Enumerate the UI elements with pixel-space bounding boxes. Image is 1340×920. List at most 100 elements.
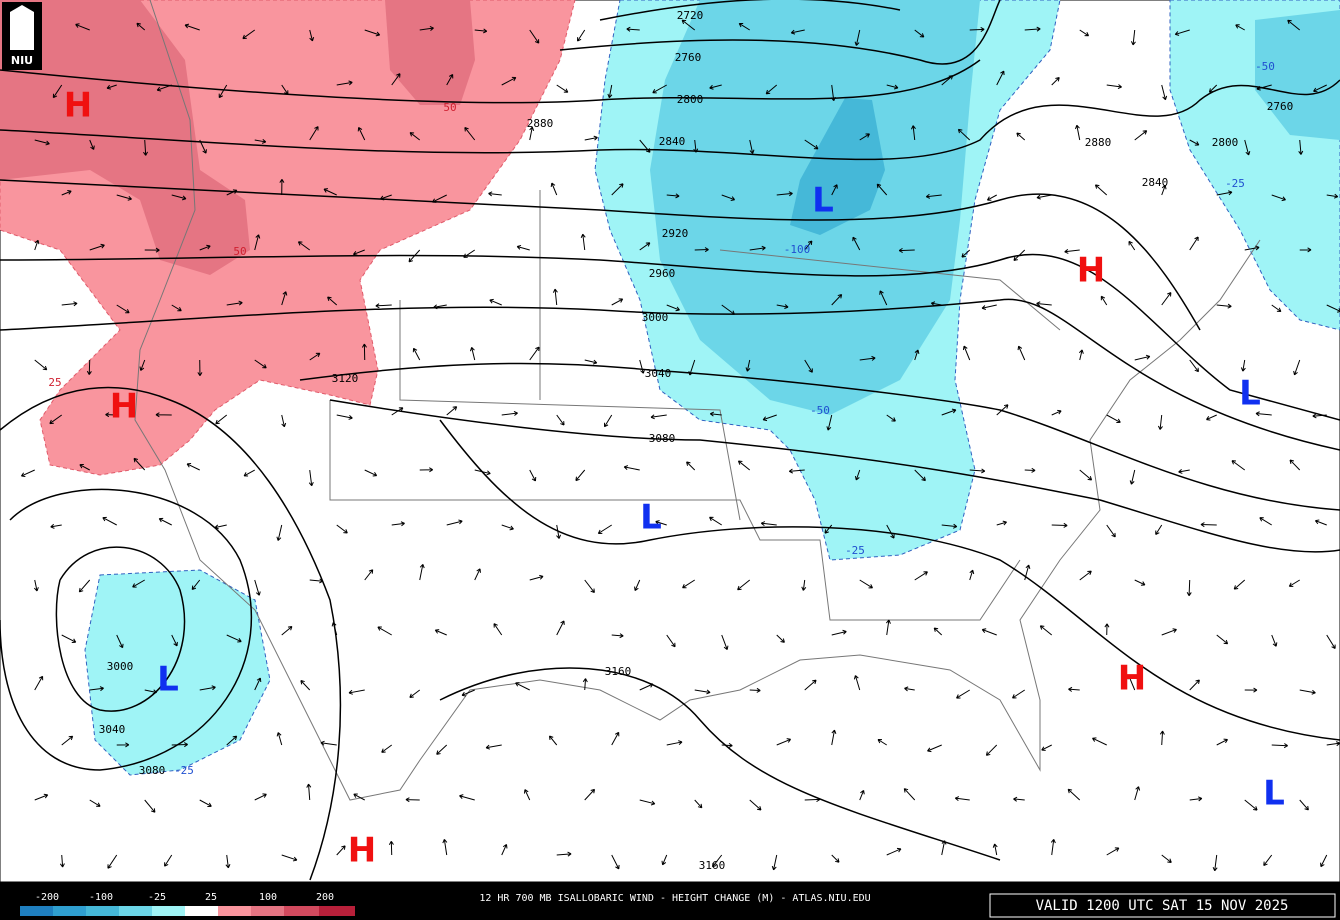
height-change-label: 50: [443, 101, 456, 114]
wind-arrow: [409, 132, 421, 141]
wind-arrow: [941, 840, 947, 856]
legend-swatch: [152, 906, 185, 916]
wind-arrow: [1189, 236, 1199, 251]
wind-arrow: [1212, 854, 1218, 872]
fall-area-strong: [790, 98, 885, 235]
wind-arrow: [171, 742, 188, 748]
height-contours: [0, 0, 1340, 881]
logo-text: NIU: [11, 54, 33, 67]
wind-arrow: [804, 359, 813, 373]
wind-arrow: [626, 26, 640, 32]
wind-arrow: [1178, 468, 1190, 474]
wind-arrow: [639, 242, 651, 251]
wind-arrow: [776, 738, 792, 746]
wind-arrow: [1233, 579, 1246, 590]
wind-arrow: [436, 744, 448, 755]
wind-arrow: [1240, 359, 1246, 372]
wind-arrow: [336, 414, 353, 420]
wind-arrow: [1041, 744, 1052, 751]
wind-arrow: [1127, 674, 1136, 691]
contour-label: 2840: [659, 135, 686, 148]
wind-arrow: [556, 851, 572, 857]
wind-arrow: [276, 732, 283, 746]
wind-arrow: [854, 29, 861, 46]
wind-arrow: [529, 574, 544, 581]
fall-area: [84, 569, 271, 776]
wind-arrow: [914, 29, 925, 38]
wind-arrow: [1299, 689, 1316, 695]
wind-arrow: [1134, 579, 1146, 586]
wind-arrow: [50, 523, 62, 529]
wind-arrow: [446, 519, 463, 526]
wind-arrow: [914, 469, 926, 482]
wind-arrow: [254, 793, 267, 801]
wind-arrow: [1106, 84, 1122, 90]
wind-arrow: [297, 241, 311, 251]
wind-arrow: [336, 524, 348, 534]
wind-arrow: [412, 347, 421, 361]
wind-arrow: [957, 128, 971, 141]
wind-arrow: [831, 184, 838, 196]
wind-arrow: [474, 28, 488, 34]
wind-arrow: [910, 125, 916, 141]
wind-arrow: [1130, 29, 1136, 46]
wind-arrow: [102, 516, 117, 526]
wind-arrow: [1092, 737, 1107, 746]
wind-arrow: [721, 304, 735, 315]
wind-arrow: [501, 410, 518, 416]
legend-swatch: [86, 906, 119, 916]
wind-arrow: [281, 291, 288, 306]
wind-arrow: [941, 523, 958, 529]
wind-arrow: [556, 524, 562, 539]
wind-arrow: [577, 29, 586, 42]
high-center: H: [1077, 251, 1105, 291]
wind-arrow: [941, 408, 957, 416]
wind-arrow: [309, 126, 319, 141]
wind-arrow: [584, 135, 598, 141]
wind-arrow: [639, 683, 654, 691]
wind-arrow: [1326, 634, 1336, 650]
wind-arrow: [1100, 295, 1108, 306]
wind-arrow: [1012, 689, 1026, 699]
wind-arrow: [854, 469, 861, 481]
wind-arrow: [144, 247, 160, 253]
wind-arrow: [1189, 796, 1203, 802]
wind-arrow: [898, 247, 915, 253]
wind-arrow: [501, 524, 514, 531]
wind-arrow: [826, 414, 833, 431]
contour-label: 2960: [649, 267, 676, 280]
wind-arrow: [996, 404, 1009, 416]
wind-arrow: [61, 190, 72, 196]
wind-arrow: [709, 411, 722, 417]
wind-arrow: [361, 343, 367, 361]
wind-arrow: [474, 469, 491, 476]
wind-arrow: [442, 838, 448, 856]
high-center: H: [64, 86, 92, 126]
wind-arrow: [1189, 139, 1200, 146]
wind-arrow: [89, 686, 104, 692]
wind-arrow: [1128, 240, 1136, 251]
wind-arrow: [1074, 124, 1081, 141]
wind-arrow: [1235, 24, 1245, 31]
wind-arrow: [309, 578, 324, 584]
wind-arrow: [1016, 132, 1026, 141]
wind-arrow: [1289, 459, 1301, 471]
wind-arrow: [859, 133, 870, 141]
wind-arrow: [391, 73, 401, 86]
contour-label: 3080: [649, 432, 676, 445]
wind-arrow: [144, 689, 157, 695]
wind-arrow: [556, 414, 565, 426]
wind-arrow: [106, 84, 117, 90]
wind-arrow: [1079, 29, 1090, 37]
wind-arrow: [133, 457, 146, 471]
wind-arrow: [804, 139, 819, 150]
low-center: L: [157, 660, 179, 700]
wind-arrow: [804, 240, 813, 251]
wind-arrow: [33, 579, 39, 592]
wind-arrow: [1161, 854, 1172, 863]
wind-arrow: [432, 194, 447, 203]
wind-arrow: [75, 23, 90, 31]
wind-arrow: [760, 521, 777, 527]
wind-arrow: [1216, 190, 1233, 196]
wind-arrow: [529, 346, 540, 361]
